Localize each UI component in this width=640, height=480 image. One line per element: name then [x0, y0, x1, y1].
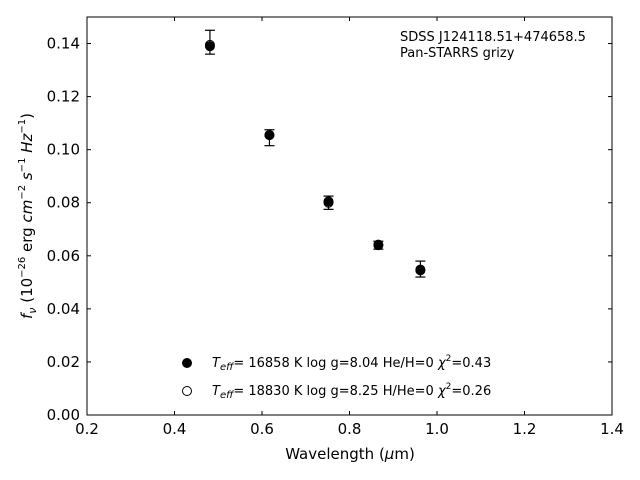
object-name-annotation: SDSS J124118.51+474658.5 [400, 30, 586, 45]
x-tick-label: 0.2 [75, 420, 99, 438]
legend: Teff= 16858 K log g=8.04 He/H=0 χ2=0.43 … [182, 354, 491, 401]
data-point-open [415, 265, 426, 276]
y-tick-label: 0.06 [47, 247, 80, 265]
axis-ticks: 0.2 0.4 0.6 0.8 1.0 1.2 1.4 0.00 0.02 0.04 0.06 0.0… [47, 17, 624, 438]
legend-marker-filled [182, 358, 192, 368]
x-tick-label: 0.8 [338, 420, 362, 438]
y-tick-label: 0.02 [47, 353, 80, 371]
legend-marker-open [182, 386, 192, 396]
legend-entry-1: Teff= 16858 K log g=8.04 He/H=0 χ2=0.43 [212, 354, 491, 373]
x-tick-label: 1.0 [425, 420, 449, 438]
data-point-open [204, 39, 215, 50]
data-point-filled [415, 264, 426, 275]
y-tick-label: 0.00 [47, 406, 80, 424]
data-marks [204, 29, 426, 278]
survey-annotation: Pan-STARRS grizy [400, 46, 515, 61]
x-tick-label: 0.6 [250, 420, 274, 438]
data-point-open [373, 240, 384, 251]
y-tick-label: 0.04 [47, 300, 80, 318]
x-tick-label: 0.4 [163, 420, 187, 438]
y-tick-label: 0.12 [47, 88, 80, 106]
x-axis-label: Wavelength (μm) [285, 445, 415, 463]
y-axis-label: fν (10−26 erg cm−2 s−1 Hz−1) [17, 113, 39, 319]
x-tick-label: 1.2 [513, 420, 537, 438]
y-tick-label: 0.08 [47, 194, 80, 212]
x-tick-label: 1.4 [600, 420, 624, 438]
y-tick-label: 0.14 [47, 35, 80, 53]
data-point-open [323, 197, 334, 208]
y-tick-label: 0.10 [47, 141, 80, 159]
data-point-open [264, 130, 275, 141]
legend-entry-2: Teff= 18830 K log g=8.25 H/He=0 χ2=0.26 [212, 382, 491, 401]
